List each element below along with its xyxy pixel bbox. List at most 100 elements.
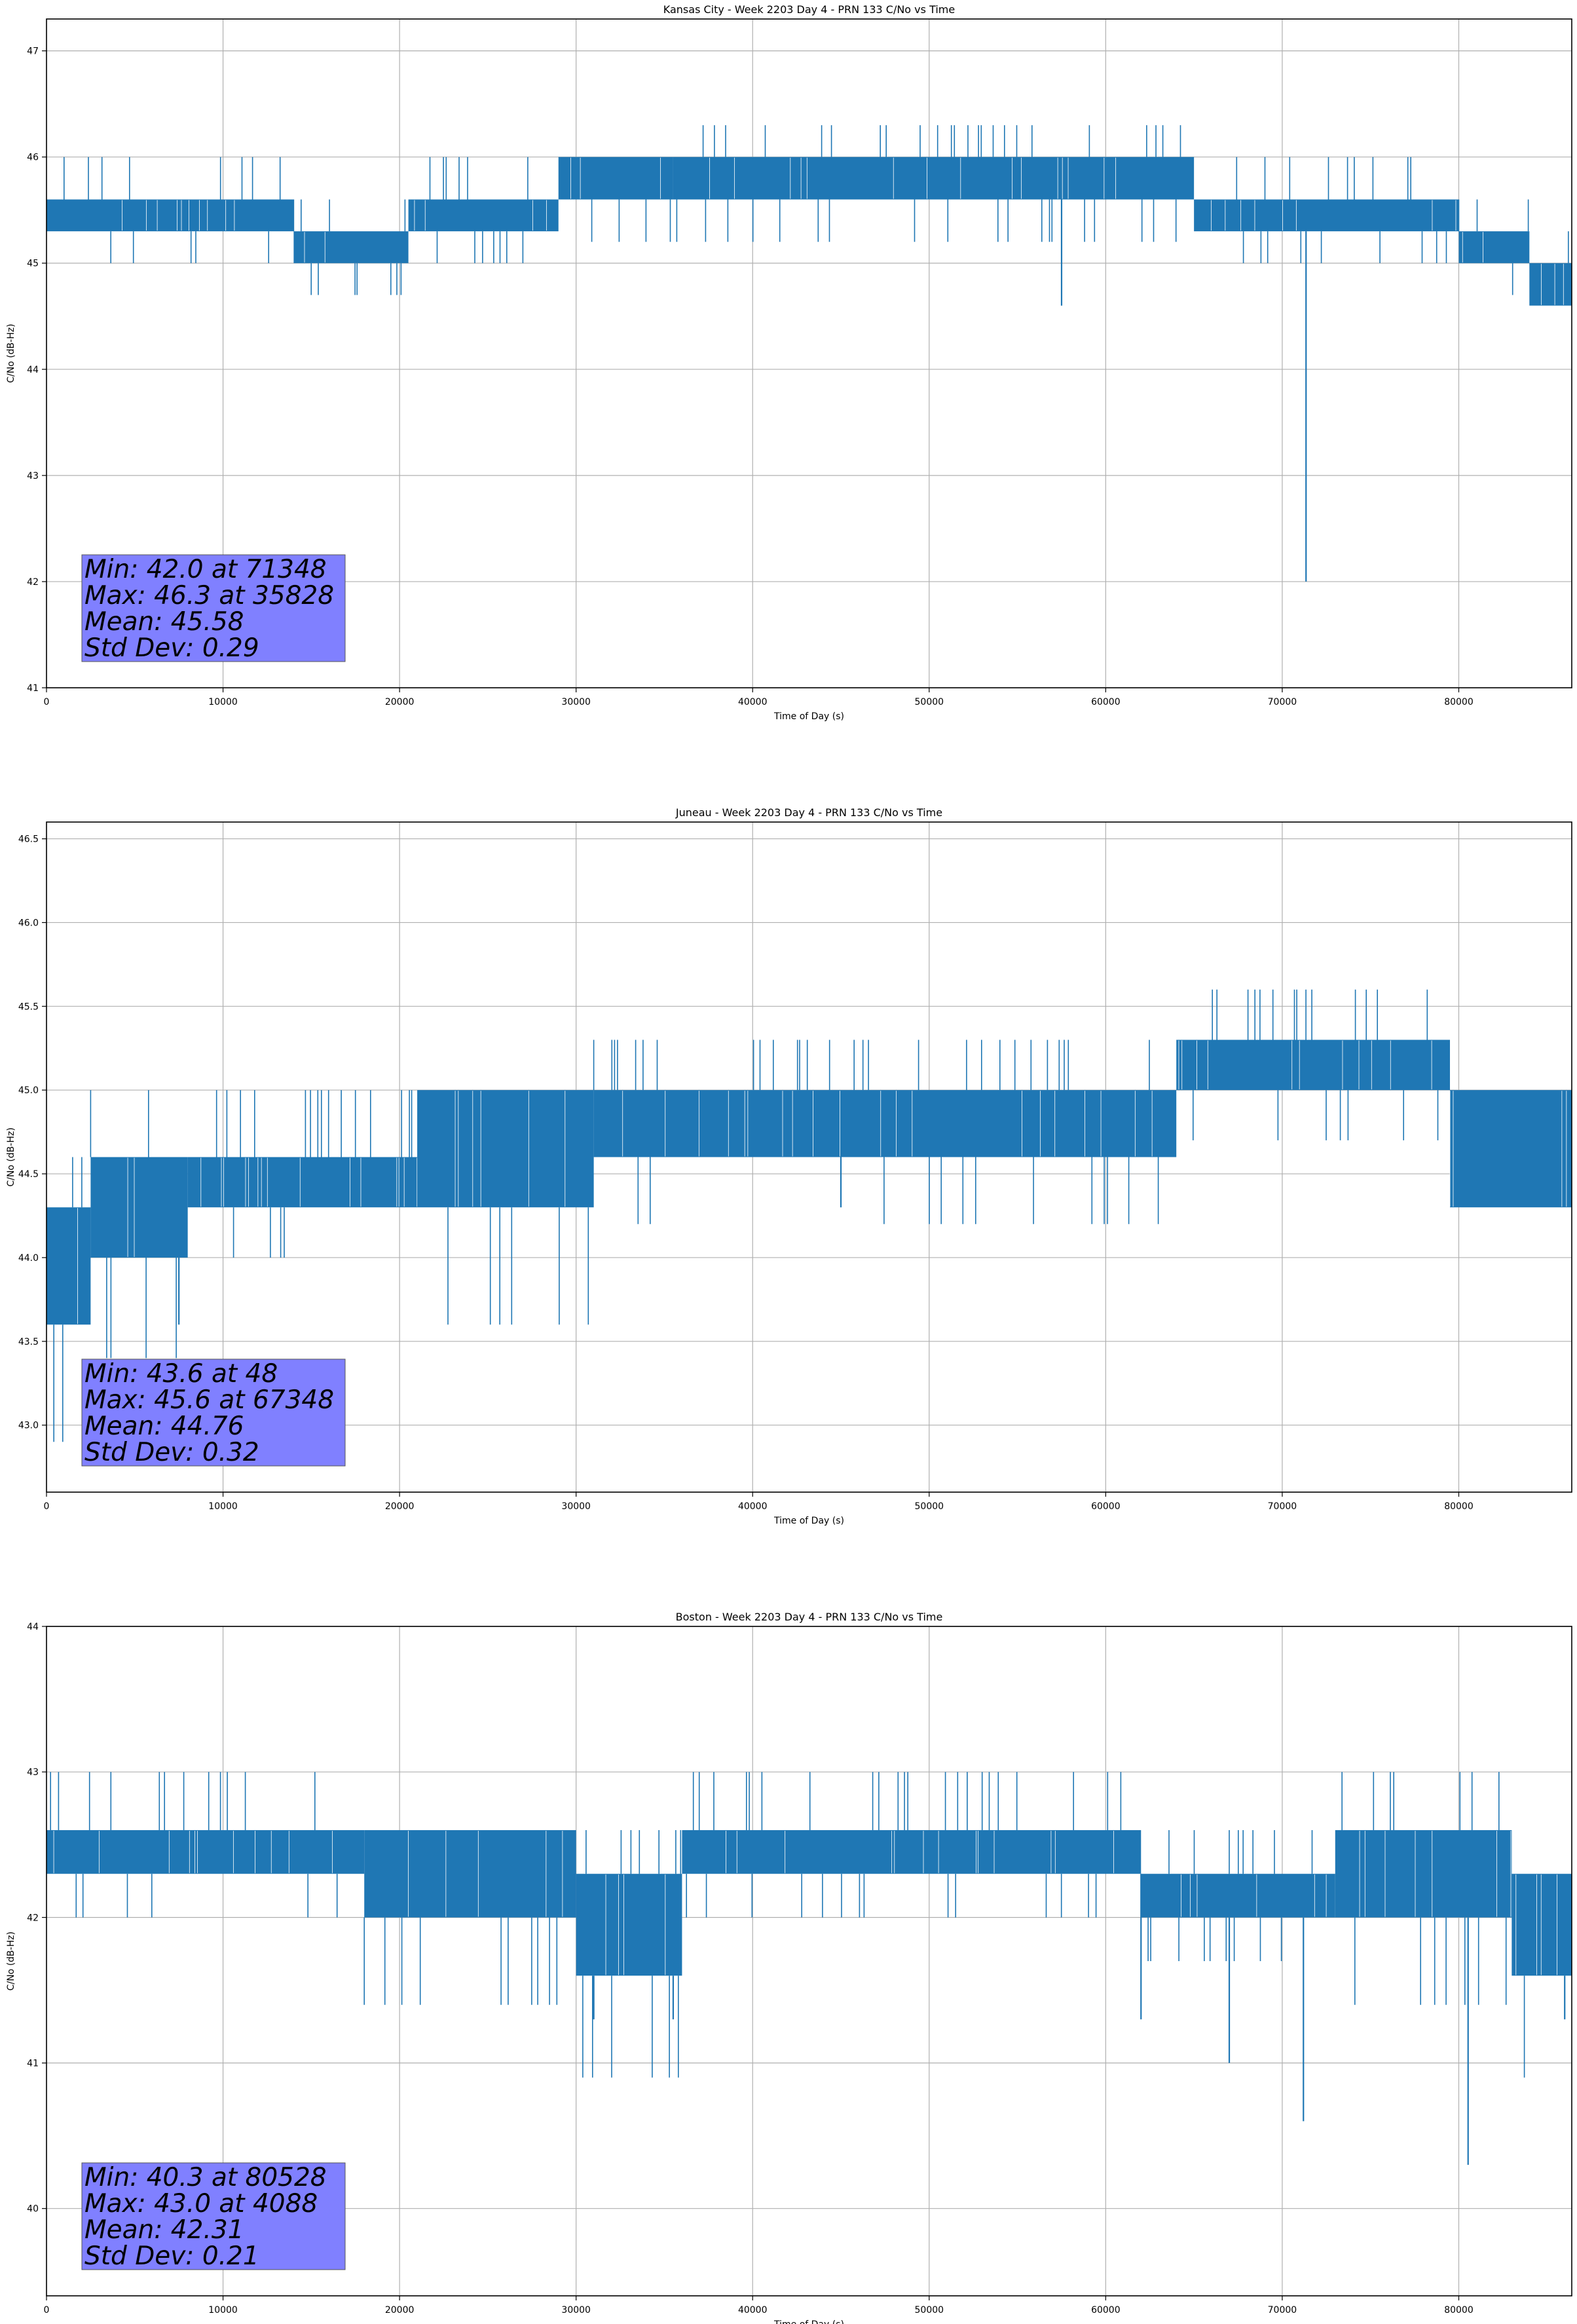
stats-line-2: Max: 45.6 at 67348	[84, 1385, 334, 1415]
y-tick-label: 40	[27, 2204, 39, 2215]
stats-line-3: Mean: 42.31	[84, 2215, 244, 2245]
series-flicker	[53, 1157, 83, 1442]
series-line	[46, 1772, 1572, 2165]
y-tick-label: 42	[27, 1913, 39, 1923]
x-tick-label: 10000	[208, 697, 238, 707]
x-tick-label: 60000	[1091, 1501, 1121, 1512]
x-tick-label: 0	[44, 2305, 50, 2315]
x-tick-label: 60000	[1091, 2305, 1121, 2315]
y-tick-label: 47	[27, 47, 39, 57]
x-tick-label: 50000	[915, 1501, 944, 1512]
x-tick-label: 40000	[738, 1501, 768, 1512]
x-tick-label: 80000	[1444, 1501, 1474, 1512]
series-line	[46, 125, 1572, 582]
series-band	[1335, 1830, 1512, 1918]
stats-line-1: Min: 40.3 at 80528	[84, 2163, 327, 2192]
stats-line-2: Max: 43.0 at 4088	[84, 2189, 318, 2219]
axes-frame	[46, 1626, 1572, 2296]
series-band	[1141, 1873, 1335, 1918]
y-axis-label: C/No (dB-Hz)	[6, 324, 16, 383]
x-tick-label: 10000	[208, 1501, 238, 1512]
x-tick-label: 70000	[1268, 1501, 1297, 1512]
series-flicker	[293, 199, 406, 295]
series-band	[46, 199, 294, 232]
y-tick-label: 46.0	[18, 918, 39, 928]
x-tick-label: 50000	[915, 2305, 944, 2315]
series-band	[682, 1830, 1141, 1874]
x-tick-label: 20000	[385, 2305, 415, 2315]
x-axis-label: Time of Day (s)	[773, 1516, 844, 1526]
x-tick-label: 0	[44, 697, 50, 707]
y-tick-label: 44.0	[18, 1253, 39, 1264]
y-tick-label: 43	[27, 1767, 39, 1778]
series-flicker	[593, 1040, 1159, 1224]
series-flicker	[363, 1917, 558, 2005]
series-flicker	[1523, 1976, 1525, 2078]
x-tick-label: 30000	[561, 697, 591, 707]
y-tick-label: 45	[27, 259, 39, 269]
series-band	[1176, 1040, 1451, 1091]
y-tick-label: 43	[27, 471, 39, 481]
chart-title: Juneau - Week 2203 Day 4 - PRN 133 C/No …	[675, 806, 942, 819]
series-band	[1529, 263, 1572, 306]
stats-line-3: Mean: 44.76	[84, 1412, 244, 1441]
x-tick-label: 20000	[385, 1501, 415, 1512]
y-tick-label: 45.5	[18, 1002, 39, 1012]
series-band	[1450, 1090, 1572, 1208]
chart-panel-3: 0 10000 20000 30000 40000 50000 60000 70000 8000…	[6, 1611, 1572, 2324]
series-band	[187, 1157, 418, 1208]
x-axis-label: Time of Day (s)	[773, 2319, 844, 2324]
stats-line-2: Max: 46.3 at 35828	[84, 581, 334, 610]
series-flicker	[429, 157, 529, 263]
series-line	[46, 989, 1572, 1442]
stats-line-3: Mean: 45.58	[84, 607, 244, 637]
series-flicker	[582, 1830, 682, 2078]
y-tick-label: 45.0	[18, 1085, 39, 1096]
x-tick-label: 20000	[385, 697, 415, 707]
series-band	[558, 157, 673, 200]
y-tick-label: 41	[27, 2059, 39, 2069]
x-tick-label: 60000	[1091, 697, 1121, 707]
series-band	[673, 157, 1195, 200]
chart-title: Kansas City - Week 2203 Day 4 - PRN 133 …	[663, 3, 955, 16]
stats-box	[81, 2162, 346, 2270]
series-flicker	[90, 1090, 177, 1359]
chart-panel-2: 0 10000 20000 30000 40000 50000 60000 70000 8000…	[6, 806, 1572, 1526]
series-flicker	[676, 125, 1181, 242]
stats-line-4: Std Dev: 0.29	[84, 633, 259, 663]
series-band	[1458, 231, 1530, 263]
series-band	[46, 1830, 365, 1874]
stats-line-1: Min: 42.0 at 71348	[84, 555, 327, 584]
series-flicker	[1341, 1772, 1507, 2005]
series-flicker	[50, 1772, 338, 1918]
series-band	[1194, 199, 1459, 232]
series-band	[46, 1207, 91, 1325]
series-flicker	[215, 1090, 413, 1258]
stats-box	[81, 1359, 346, 1467]
stats-line-4: Std Dev: 0.21	[84, 2241, 259, 2271]
y-axis-label: C/No (dB-Hz)	[6, 1127, 16, 1186]
series-flicker	[1458, 199, 1529, 295]
x-tick-label: 80000	[1444, 697, 1474, 707]
axes-frame	[46, 18, 1572, 688]
y-axis-label: C/No (dB-Hz)	[6, 1932, 16, 1991]
series-flicker	[1193, 989, 1439, 1140]
series-band	[90, 1157, 188, 1258]
chart-panel-1: 0 10000 20000 30000 40000 50000 60000 70000 8000…	[6, 3, 1572, 722]
chart-title: Boston - Week 2203 Day 4 - PRN 133 C/No …	[676, 1611, 943, 1623]
x-tick-label: 50000	[915, 697, 944, 707]
y-tick-label: 46.5	[18, 834, 39, 845]
series-flicker	[1236, 157, 1447, 263]
y-tick-label: 41	[27, 683, 39, 694]
y-tick-label: 43.0	[18, 1421, 39, 1431]
stats-box	[81, 554, 346, 662]
stats-line-1: Min: 43.6 at 48	[84, 1359, 278, 1389]
series-flicker	[447, 1207, 589, 1325]
x-tick-label: 30000	[561, 2305, 591, 2315]
x-tick-label: 80000	[1444, 2305, 1474, 2315]
y-tick-label: 44.5	[18, 1169, 39, 1180]
series-band	[364, 1830, 576, 1918]
y-tick-label: 43.5	[18, 1337, 39, 1347]
